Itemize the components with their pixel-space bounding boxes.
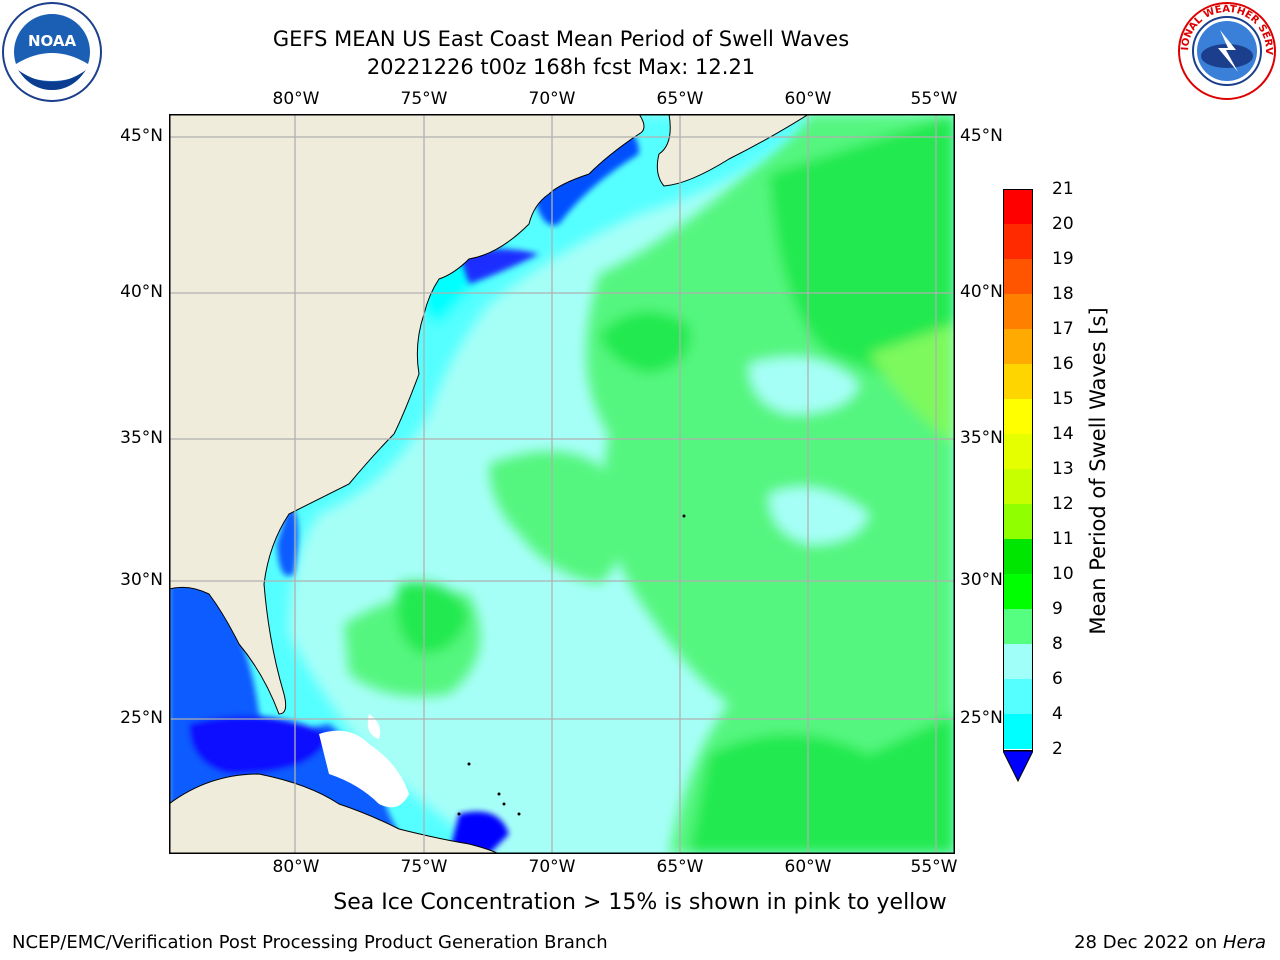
colorbar-band xyxy=(1003,469,1033,504)
noaa-logo-icon: NOAA xyxy=(2,2,102,102)
colorbar xyxy=(1002,189,1034,783)
lat-tick-right-30n: 30°N xyxy=(960,570,1003,590)
colorbar-band xyxy=(1003,714,1033,749)
lat-tick-left-45n: 45°N xyxy=(120,126,163,146)
colorbar-band xyxy=(1003,259,1033,294)
lon-tick-top-70w: 70°W xyxy=(528,89,576,109)
lon-tick-top-65w: 65°W xyxy=(656,89,704,109)
colorbar-tick-label: 18 xyxy=(1052,284,1074,304)
chart-subtitle-run: 20221226 t00z 168h fcst Max: 12.21 xyxy=(366,55,756,79)
noaa-logo-text: NOAA xyxy=(28,32,77,50)
lon-tick-top-80w: 80°W xyxy=(272,89,320,109)
land-north-america xyxy=(168,113,645,715)
colorbar-band xyxy=(1003,364,1033,399)
colorbar-tick-label: 19 xyxy=(1052,249,1074,269)
colorbar-band xyxy=(1003,329,1033,364)
colorbar-tick-label: 15 xyxy=(1052,389,1074,409)
colorbar-tick-label: 17 xyxy=(1052,319,1074,339)
map-svg xyxy=(168,113,955,855)
lat-tick-left-25n: 25°N xyxy=(120,708,163,728)
colorbar-tick-label: 21 xyxy=(1052,179,1074,199)
colorbar-band xyxy=(1003,399,1033,434)
map-frame xyxy=(169,114,955,854)
colorbar-band xyxy=(1003,189,1033,224)
colorbar-band xyxy=(1003,574,1033,609)
colorbar-tick-label: 4 xyxy=(1052,704,1063,724)
colorbar-band xyxy=(1003,644,1033,679)
colorbar-tick-label: 16 xyxy=(1052,354,1074,374)
nws-logo-icon: NATIONAL WEATHER SERVICE xyxy=(1172,0,1278,102)
colorbar-tick-label: 2 xyxy=(1052,739,1063,759)
lon-tick-bottom-60w: 60°W xyxy=(784,857,832,877)
caribbean-islands xyxy=(457,514,686,816)
lon-tick-bottom-70w: 70°W xyxy=(528,857,576,877)
colorbar-tick-label: 12 xyxy=(1052,494,1074,514)
colorbar-band xyxy=(1003,504,1033,539)
land-nova-scotia xyxy=(656,113,811,187)
footer-credit: NCEP/EMC/Verification Post Processing Pr… xyxy=(12,932,608,953)
lat-tick-left-35n: 35°N xyxy=(120,428,163,448)
map-panel xyxy=(168,113,955,855)
sea-ice-note: Sea Ice Concentration > 15% is shown in … xyxy=(333,890,947,915)
footer-date: 28 Dec 2022 on Hera xyxy=(1074,932,1266,953)
lat-tick-left-40n: 40°N xyxy=(120,282,163,302)
colorbar-band xyxy=(1003,609,1033,644)
lat-tick-right-25n: 25°N xyxy=(960,708,1003,728)
chart-title: GEFS MEAN US East Coast Mean Period of S… xyxy=(272,27,850,51)
lat-tick-right-45n: 45°N xyxy=(960,126,1003,146)
colorbar-tick-label: 11 xyxy=(1052,529,1074,549)
colorbar-tick-label: 9 xyxy=(1052,599,1063,619)
colorbar-band xyxy=(1003,294,1033,329)
colorbar-tick-label: 14 xyxy=(1052,424,1074,444)
gridlines xyxy=(169,114,955,854)
lon-tick-top-75w: 75°W xyxy=(400,89,448,109)
land-cuba xyxy=(168,773,500,855)
lon-tick-bottom-80w: 80°W xyxy=(272,857,320,877)
colorbar-tick-label: 10 xyxy=(1052,564,1074,584)
lon-tick-bottom-65w: 65°W xyxy=(656,857,704,877)
footer-date-text: 28 Dec 2022 on xyxy=(1074,932,1223,953)
colorbar-band xyxy=(1003,679,1033,714)
colorbar-tick-label: 13 xyxy=(1052,459,1074,479)
colorbar-frame xyxy=(1003,189,1033,751)
colorbar-labels: 21 20 19 18 17 16 15 14 13 12 11 10 9 8 6 4 2 xyxy=(1052,179,1092,779)
lat-tick-right-40n: 40°N xyxy=(960,282,1003,302)
colorbar-title: Mean Period of Swell Waves [s] xyxy=(1086,307,1110,635)
colorbar-tick-label: 8 xyxy=(1052,634,1063,654)
colorbar-extend-arrow xyxy=(1002,750,1034,783)
lon-tick-bottom-75w: 75°W xyxy=(400,857,448,877)
no-data-patches xyxy=(319,714,409,808)
lon-tick-top-60w: 60°W xyxy=(784,89,832,109)
footer-host: Hera xyxy=(1222,932,1266,953)
lat-tick-left-30n: 30°N xyxy=(120,570,163,590)
colorbar-tick-label: 20 xyxy=(1052,214,1074,234)
lon-tick-bottom-55w: 55°W xyxy=(910,857,958,877)
swell-field-green xyxy=(344,114,955,854)
colorbar-tick-label: 6 xyxy=(1052,669,1063,689)
colorbar-band xyxy=(1003,224,1033,259)
colorbar-band xyxy=(1003,434,1033,469)
lat-tick-right-35n: 35°N xyxy=(960,428,1003,448)
lon-tick-top-55w: 55°W xyxy=(910,89,958,109)
colorbar-band xyxy=(1003,539,1033,574)
